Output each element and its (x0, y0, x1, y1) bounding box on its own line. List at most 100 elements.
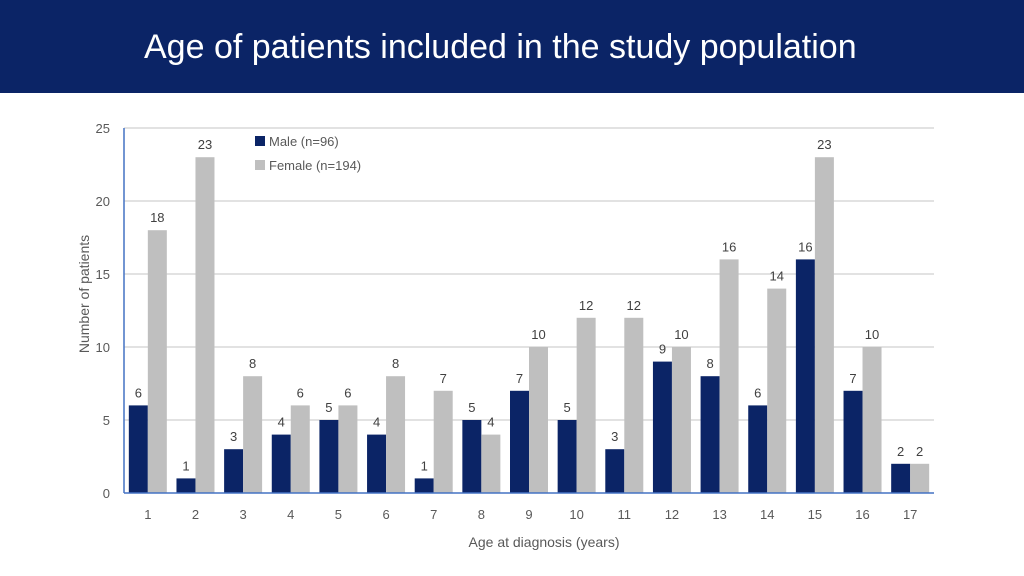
x-tick-label: 17 (903, 507, 917, 522)
bar-male (700, 376, 720, 493)
data-label-male: 6 (135, 385, 142, 400)
bar-male (128, 405, 148, 493)
bar-female (433, 390, 453, 493)
y-tick-label: 15 (96, 267, 110, 282)
bar-male (748, 405, 768, 493)
data-label-female: 7 (440, 371, 447, 386)
x-tick-label: 1 (144, 507, 151, 522)
legend-swatch-female (255, 160, 265, 170)
legend-label-female: Female (n=194) (269, 158, 361, 173)
x-tick-label: 14 (760, 507, 774, 522)
bar-female (910, 463, 930, 493)
data-label-male: 9 (659, 342, 666, 357)
bar-female (767, 288, 787, 493)
x-tick-label: 9 (525, 507, 532, 522)
bar-male (557, 420, 577, 493)
data-label-female: 14 (770, 269, 784, 284)
x-tick-label: 11 (618, 507, 632, 522)
y-tick-label: 10 (96, 340, 110, 355)
y-tick-label: 0 (103, 486, 110, 501)
data-label-male: 6 (754, 385, 761, 400)
data-label-male: 3 (611, 429, 618, 444)
bar-male (843, 390, 863, 493)
x-tick-label: 4 (287, 507, 294, 522)
bar-male (605, 449, 625, 493)
data-label-male: 1 (421, 458, 428, 473)
x-tick-label: 15 (808, 507, 822, 522)
legend-label-male: Male (n=96) (269, 134, 339, 149)
x-tick-label: 7 (430, 507, 437, 522)
slide-header: Age of patients included in the study po… (0, 0, 1024, 93)
data-label-female: 23 (198, 137, 212, 152)
data-label-male: 7 (516, 371, 523, 386)
data-label-male: 4 (278, 415, 285, 430)
data-label-male: 8 (706, 356, 713, 371)
data-label-female: 8 (392, 356, 399, 371)
data-label-female: 8 (249, 356, 256, 371)
bar-female (719, 259, 739, 493)
data-label-female: 16 (722, 239, 736, 254)
bar-male (891, 463, 911, 493)
data-label-female: 10 (531, 327, 545, 342)
data-label-female: 6 (344, 385, 351, 400)
slide-title: Age of patients included in the study po… (144, 28, 857, 66)
bar-female (195, 157, 215, 493)
y-axis-title: Number of patients (76, 235, 92, 353)
bar-female (671, 347, 691, 493)
bar-male (367, 434, 387, 493)
bar-male (319, 420, 339, 493)
bar-male (510, 390, 529, 493)
x-tick-label: 5 (335, 507, 342, 522)
bar-female (386, 376, 406, 493)
bar-female (147, 230, 167, 493)
bar-female (243, 376, 263, 493)
bar-female (862, 347, 882, 493)
bar-female (814, 157, 834, 493)
data-label-female: 12 (579, 298, 593, 313)
x-tick-label: 8 (478, 507, 485, 522)
y-tick-label: 25 (96, 121, 110, 136)
x-tick-label: 3 (240, 507, 247, 522)
x-tick-label: 13 (712, 507, 726, 522)
data-label-male: 4 (373, 415, 380, 430)
bar-male (176, 478, 196, 493)
data-label-female: 6 (297, 385, 304, 400)
bar-male (795, 259, 815, 493)
x-tick-label: 6 (382, 507, 389, 522)
bar-female (290, 405, 310, 493)
x-tick-label: 2 (192, 507, 199, 522)
data-label-female: 12 (627, 298, 641, 313)
bar-female (576, 317, 596, 493)
x-tick-label: 16 (855, 507, 869, 522)
bar-male (652, 361, 672, 493)
data-label-male: 1 (182, 458, 189, 473)
data-label-male: 5 (468, 400, 475, 415)
y-tick-label: 5 (103, 413, 110, 428)
bar-female (624, 317, 644, 493)
bar-male (462, 420, 482, 493)
bar-female (481, 434, 501, 493)
x-tick-label: 10 (569, 507, 583, 522)
data-label-male: 3 (230, 429, 237, 444)
legend-swatch-male (255, 136, 265, 146)
data-label-female: 10 (674, 327, 688, 342)
legend: Male (n=96) Female (n=194) (255, 134, 361, 173)
data-label-female: 4 (487, 415, 494, 430)
data-label-male: 16 (798, 239, 812, 254)
bar-male (271, 434, 291, 493)
x-axis-title: Age at diagnosis (years) (469, 534, 620, 550)
data-label-female: 2 (916, 444, 923, 459)
data-label-male: 7 (849, 371, 856, 386)
data-label-female: 18 (150, 210, 164, 225)
data-label-male: 5 (325, 400, 332, 415)
data-label-female: 10 (865, 327, 879, 342)
bar-female (529, 347, 548, 493)
x-tick-label: 12 (665, 507, 679, 522)
data-label-male: 5 (564, 400, 571, 415)
bar-male (414, 478, 434, 493)
y-tick-label: 20 (96, 194, 110, 209)
bar-female (338, 405, 358, 493)
